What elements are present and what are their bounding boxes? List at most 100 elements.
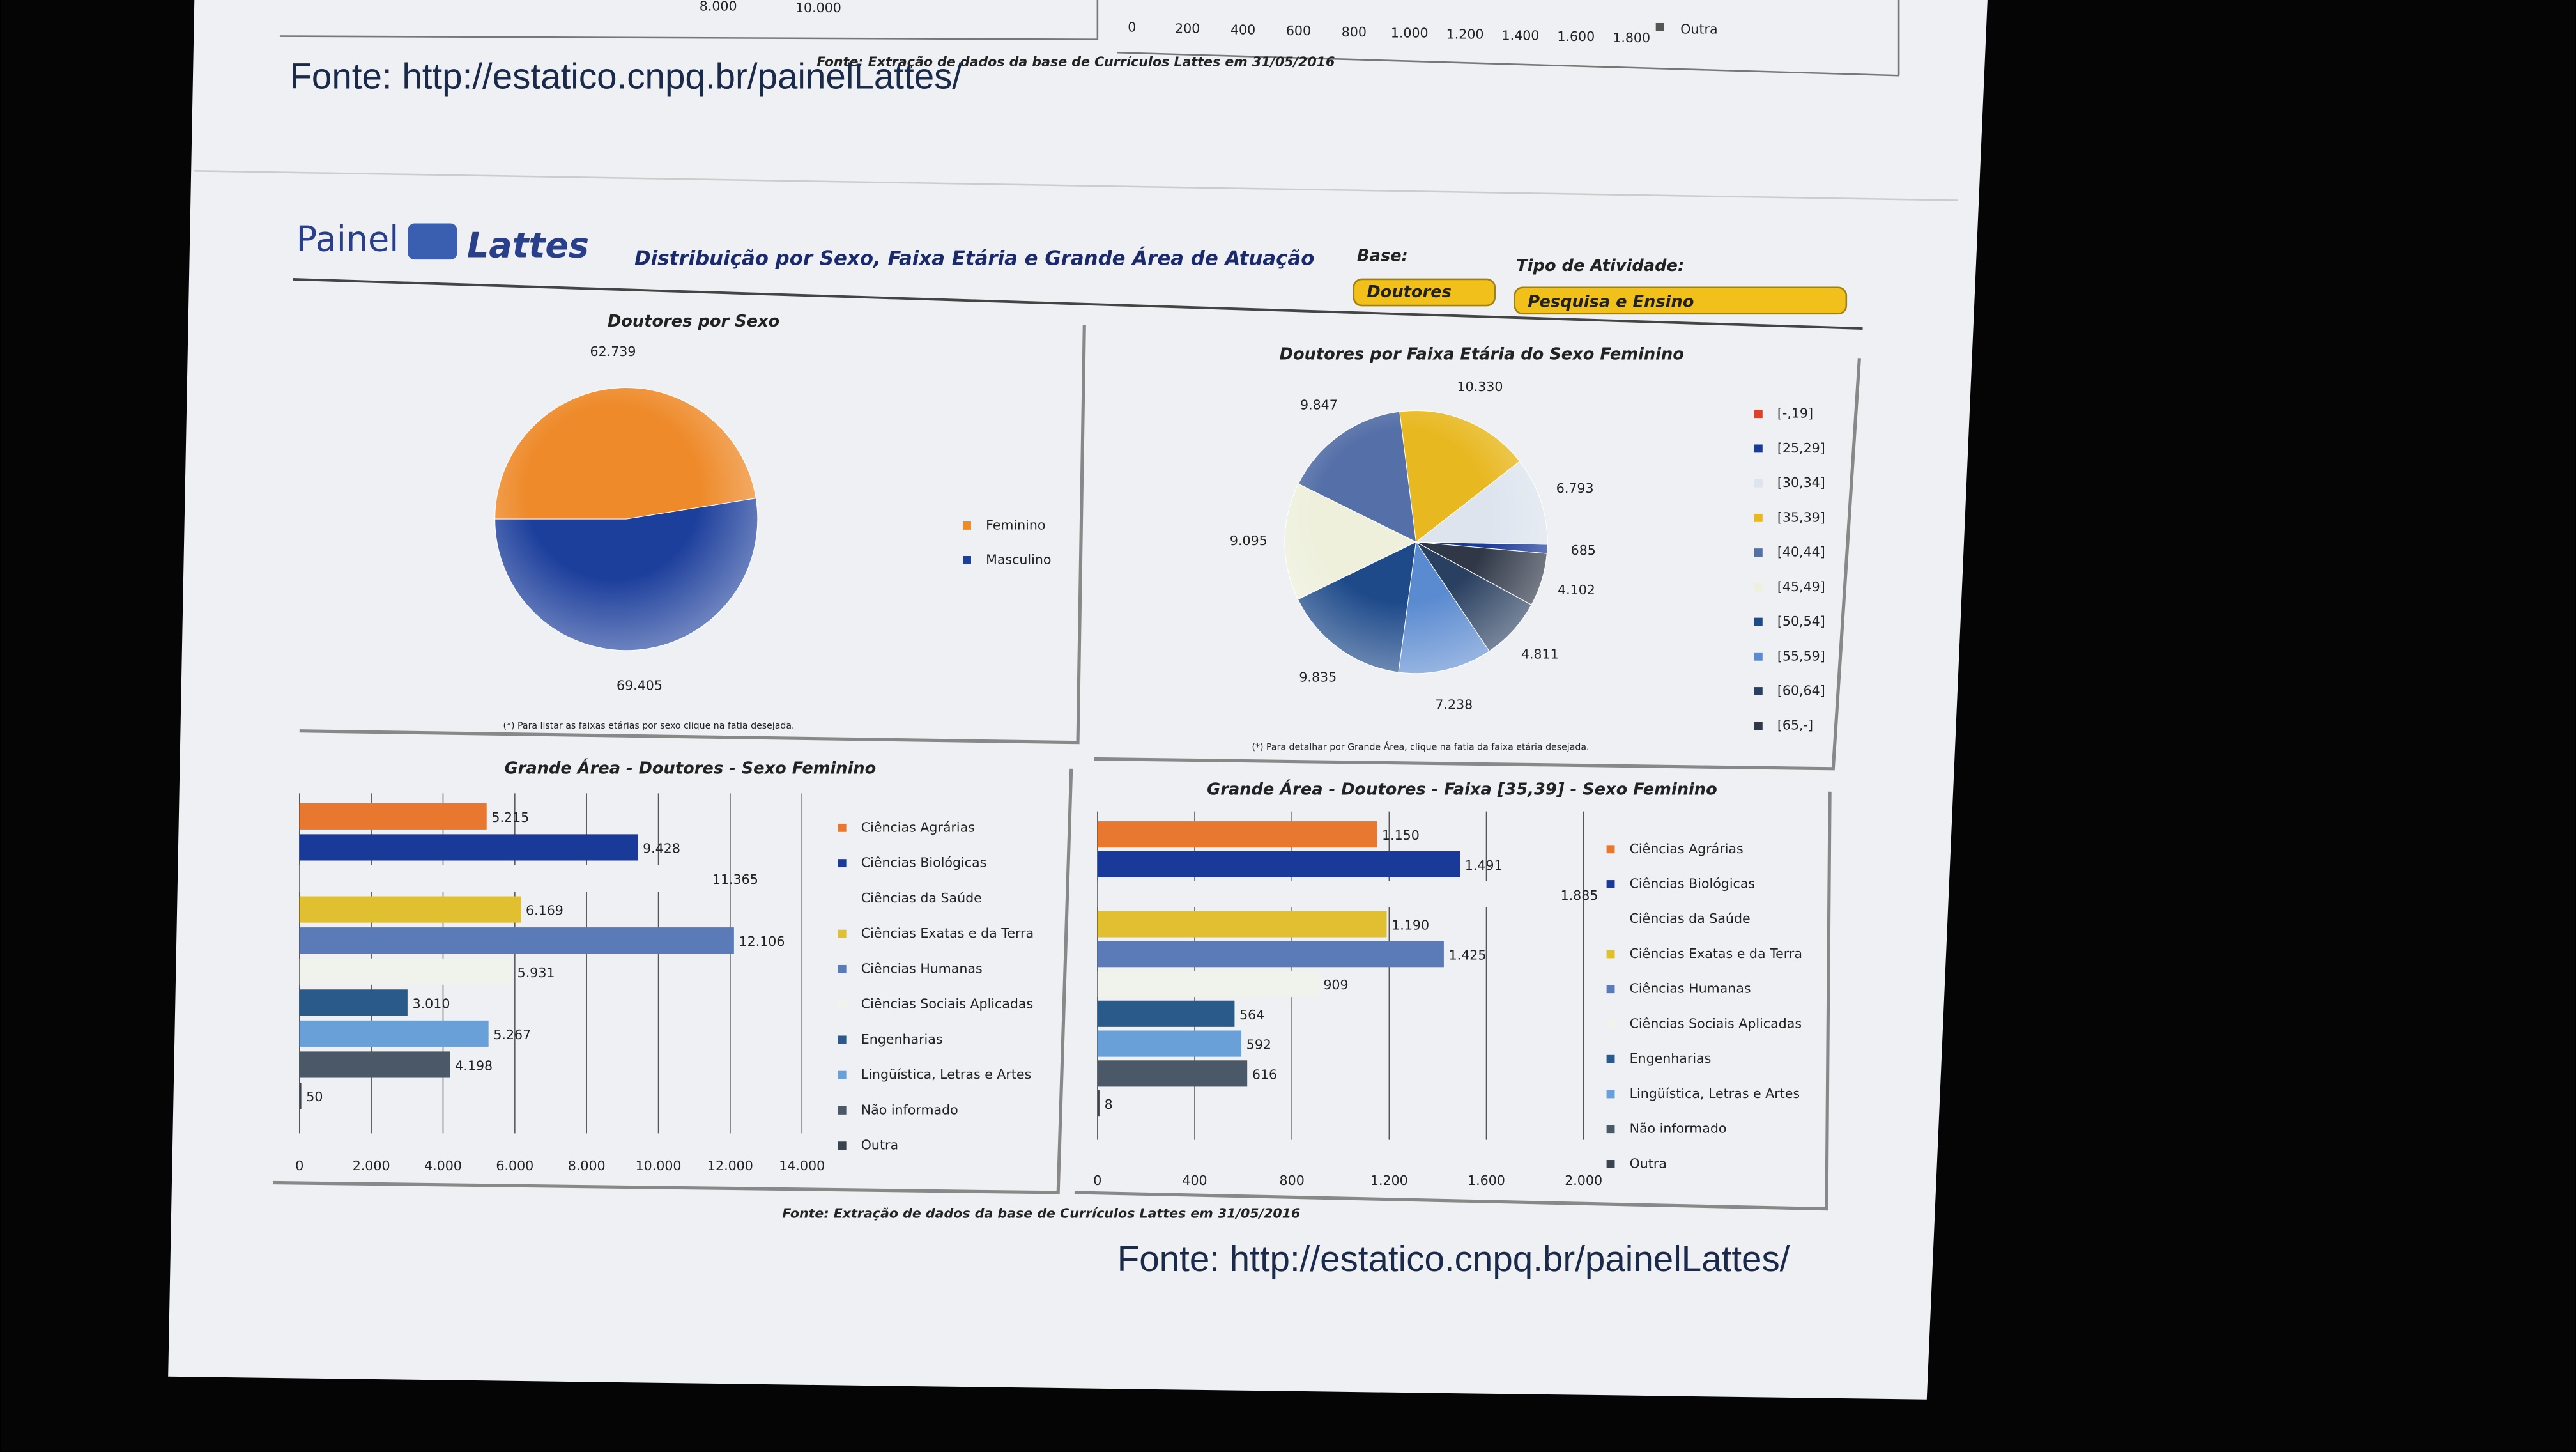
data-label: 8 (1105, 1097, 1113, 1112)
legend-label: Ciências Humanas (861, 961, 983, 976)
bar (299, 989, 408, 1016)
bar (1097, 1060, 1248, 1087)
legend-swatch (1754, 687, 1763, 695)
data-label: 564 (1239, 1007, 1264, 1023)
data-label: 50 (306, 1089, 323, 1104)
legend-swatch (1606, 1054, 1615, 1063)
tick-label: 1.400 (1502, 27, 1540, 43)
bar (1097, 881, 1556, 908)
data-label: 9.428 (643, 841, 680, 856)
legend-swatch (1606, 880, 1615, 888)
legend-label: [50,54] (1777, 614, 1825, 629)
sphere-shade (1284, 410, 1548, 674)
x-tick-label: 14.000 (779, 1158, 825, 1173)
legend-swatch (1606, 845, 1615, 854)
data-label: 1.425 (1449, 947, 1487, 962)
x-tick-label: 12.000 (707, 1158, 753, 1173)
data-label: 4.198 (455, 1058, 493, 1074)
panel (273, 768, 1073, 1194)
x-tick-label: 8.000 (568, 1158, 606, 1173)
legend-swatch (1754, 583, 1763, 592)
legend-swatch (1606, 1090, 1615, 1099)
brand-logo (408, 223, 457, 260)
source-note: Fonte: Extração de dados da base de Curr… (816, 54, 1335, 70)
panel-edge (1117, 51, 1899, 77)
bar (299, 958, 512, 985)
legend-label: Ciências da Saúde (1630, 911, 1751, 926)
source-note: Fonte: Extração de dados da base de Curr… (782, 1205, 1300, 1221)
data-label: 1.491 (1465, 858, 1503, 873)
legend-label: Ciências Humanas (1630, 981, 1751, 996)
legend-swatch (1606, 1020, 1615, 1028)
legend-label: [45,49] (1777, 579, 1825, 594)
legend-label: Outra (1630, 1155, 1667, 1171)
x-tick-label: 10.000 (636, 1158, 682, 1173)
legend-swatch (1606, 985, 1615, 994)
data-label: 6.793 (1556, 481, 1594, 496)
source-url: Fonte: http://estatico.cnpq.br/painelLat… (289, 56, 962, 96)
legend-swatch (963, 555, 971, 564)
tick-label: 200 (1175, 20, 1200, 36)
tick-label: 10.000 (795, 0, 841, 15)
data-label: 9.095 (1230, 533, 1268, 548)
data-label: 5.931 (518, 965, 555, 980)
data-label: 10.330 (1457, 379, 1503, 394)
x-tick-label: 1.600 (1468, 1173, 1505, 1188)
data-label: 9.847 (1300, 398, 1338, 413)
legend-label: [60,64] (1777, 683, 1825, 699)
bar (299, 1082, 302, 1109)
legend-swatch (963, 521, 971, 530)
bar (1097, 1000, 1235, 1027)
tick-label: 600 (1286, 23, 1311, 38)
chart-title: Grande Área - Doutores - Sexo Feminino (505, 757, 877, 778)
dashboard-title: Distribuição por Sexo, Faixa Etária e Gr… (634, 247, 1314, 270)
chart-note: (*) Para detalhar por Grande Área, cliqu… (1252, 741, 1589, 752)
tick-label: 1.000 (1391, 26, 1429, 41)
bar (1097, 851, 1460, 877)
x-tick-label: 0 (1093, 1173, 1101, 1188)
source-url: Fonte: http://estatico.cnpq.br/painelLat… (1117, 1239, 1790, 1279)
brand: Lattes (467, 226, 589, 266)
bar (1097, 941, 1444, 968)
legend-label: Ciências Agrárias (861, 819, 975, 835)
tick-label: 0 (1128, 20, 1136, 35)
legend-swatch (838, 1000, 847, 1009)
activity-label: Tipo de Atividade: (1516, 256, 1684, 275)
legend-swatch (1754, 548, 1763, 557)
legend-label: Ciências Sociais Aplicadas (861, 996, 1033, 1012)
data-label: 1.885 (1561, 888, 1598, 903)
legend-swatch (1655, 22, 1664, 31)
panel-edge (279, 35, 1098, 40)
legend-label: [-,19] (1777, 406, 1813, 421)
bar (1097, 821, 1377, 848)
x-tick-label: 400 (1182, 1173, 1207, 1188)
legend-label: Feminino (986, 517, 1045, 532)
x-tick-label: 1.200 (1370, 1173, 1408, 1188)
data-label: 69.405 (617, 677, 663, 693)
legend-label: [40,44] (1777, 544, 1825, 560)
tick-label: 1.600 (1557, 29, 1595, 44)
legend-swatch (1606, 950, 1615, 959)
legend-label: Lingüística, Letras e Artes (861, 1067, 1032, 1082)
legend-label: Ciências da Saúde (861, 890, 982, 906)
bar (1097, 1090, 1100, 1117)
legend-label: Ciências Exatas e da Terra (861, 925, 1034, 941)
activity-dropdown[interactable] (1514, 286, 1848, 315)
x-tick-label: 800 (1280, 1173, 1305, 1188)
data-label: 616 (1252, 1067, 1277, 1082)
legend-swatch (1754, 652, 1763, 661)
tick-label: 800 (1342, 24, 1367, 40)
base-dropdown[interactable] (1353, 278, 1496, 307)
legend-label: Ciências Biológicas (861, 855, 987, 870)
legend-swatch (838, 1035, 847, 1044)
legend-swatch (838, 823, 847, 832)
tick-label: 8.000 (700, 0, 737, 13)
legend-swatch (1754, 410, 1763, 419)
activity-value: Pesquisa e Ensino (1528, 292, 1694, 311)
panel (299, 325, 1086, 745)
legend-label: Outra (1680, 21, 1717, 36)
legend-swatch (1606, 1125, 1615, 1134)
legend-swatch (1754, 513, 1763, 522)
bar (299, 896, 521, 923)
legend-label: Outra (861, 1138, 898, 1153)
